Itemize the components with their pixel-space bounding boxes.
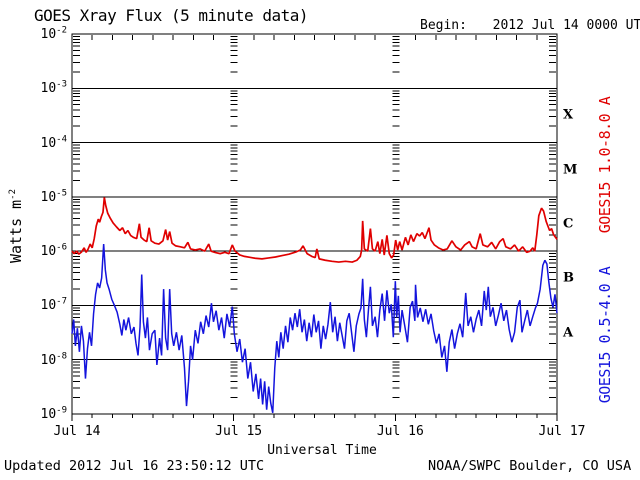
flare-class-b: B xyxy=(563,270,574,286)
page-title: GOES Xray Flux (5 minute data) xyxy=(34,6,308,25)
flare-class-x: X xyxy=(563,107,574,123)
updated-timestamp: Updated 2012 Jul 16 23:50:12 UTC xyxy=(4,458,265,474)
y-tick-label-10e-6: 10-6 xyxy=(40,242,68,259)
y-tick-label-10e-9: 10-9 xyxy=(40,405,68,422)
y-tick-labels: 10-2 10-3 10-4 10-5 10-6 10-7 10-8 10-9 xyxy=(0,0,68,480)
y-tick-label-10e-8: 10-8 xyxy=(40,351,68,368)
x-tick-label-jul-17: Jul 17 xyxy=(538,424,586,439)
source-credit: NOAA/SWPC Boulder, CO USA xyxy=(428,458,632,474)
flare-class-m: M xyxy=(563,162,578,178)
y-tick-label-10e-7: 10-7 xyxy=(40,296,68,314)
y-tick-label-10e-3: 10-3 xyxy=(40,79,68,97)
x-tick-label-jul-15: Jul 15 xyxy=(215,424,263,439)
flare-class-c: C xyxy=(563,216,574,232)
x-tick-label-jul-14: Jul 14 xyxy=(53,424,101,439)
begin-label: Begin: xyxy=(420,18,467,33)
begin-timestamp: Begin: 2012 Jul 14 0000 UTC xyxy=(420,18,640,33)
series-label-short-band: GOES15 0.5-4.0 A xyxy=(596,266,614,404)
y-tick-label-10e-2: 10-2 xyxy=(40,25,68,42)
y-tick-label-10e-4: 10-4 xyxy=(40,134,68,151)
y-tick-label-10e-5: 10-5 xyxy=(40,188,68,205)
series-label-long-band: GOES15 1.0-8.0 A xyxy=(596,96,614,234)
begin-value: 2012 Jul 14 0000 UTC xyxy=(492,18,640,33)
x-tick-label-jul-16: Jul 16 xyxy=(376,424,424,439)
flare-class-a: A xyxy=(563,325,574,341)
x-axis-title: Universal Time xyxy=(267,443,377,458)
